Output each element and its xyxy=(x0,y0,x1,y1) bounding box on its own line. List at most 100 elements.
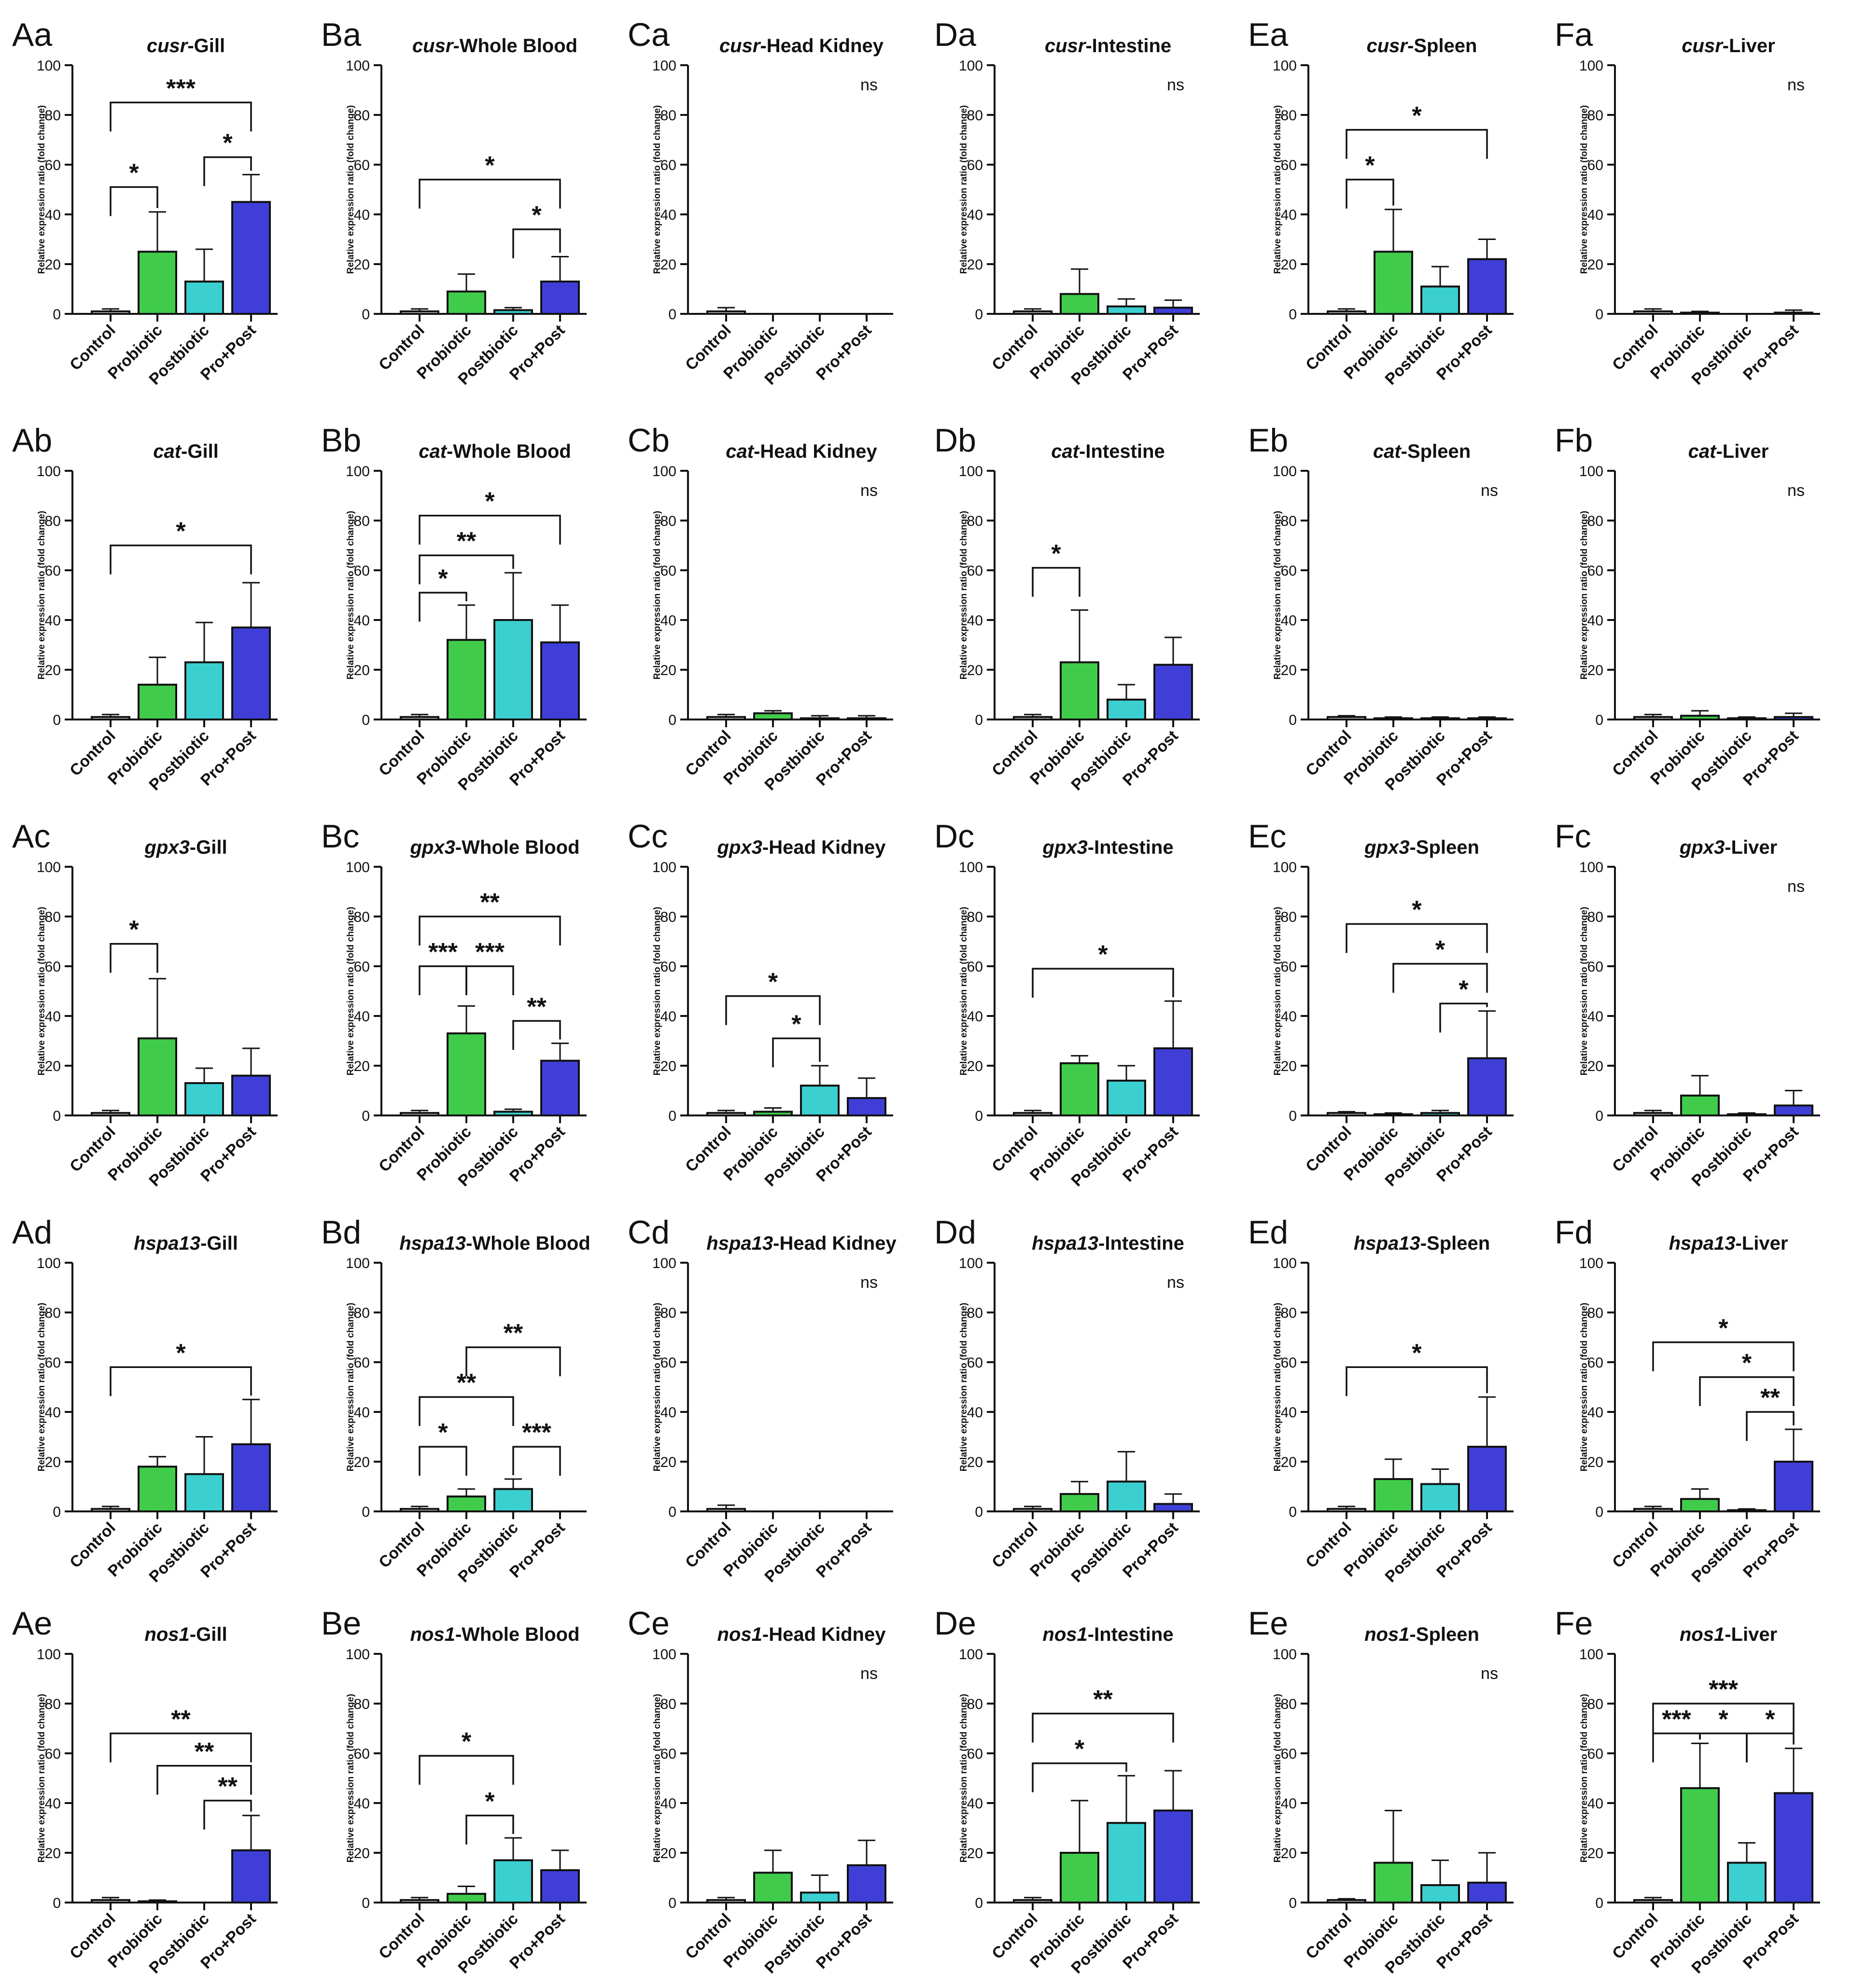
y-tick-label: 40 xyxy=(45,613,61,629)
significance-bracket xyxy=(110,943,158,973)
y-tick-label: 40 xyxy=(967,207,983,223)
panel-title: hspa13-Gill xyxy=(134,1233,238,1254)
bar-propost xyxy=(1153,663,1193,720)
y-axis-label: Relative expression ratio (fold change) xyxy=(959,907,969,1075)
bar-probiotic xyxy=(1374,1861,1413,1904)
bar-propost xyxy=(1774,311,1813,315)
panel-title: cusr-Whole Blood xyxy=(412,35,577,56)
y-tick-label: 20 xyxy=(45,1454,61,1470)
panel-label: Fd xyxy=(1555,1214,1593,1251)
bar-postbiotic xyxy=(800,1085,840,1116)
bar-postbiotic xyxy=(1107,305,1146,315)
y-tick-label: 20 xyxy=(45,1846,61,1861)
bar-propost xyxy=(1467,1057,1507,1117)
gene-name: cusr xyxy=(147,35,189,56)
panel-title: nos1-Gill xyxy=(144,1624,227,1645)
y-tick-label: 60 xyxy=(660,563,676,579)
y-tick-label: 20 xyxy=(354,257,370,273)
significance-label: * xyxy=(1051,540,1061,568)
panel-label: Ea xyxy=(1248,16,1288,53)
y-tick-label: 80 xyxy=(660,108,676,124)
bar-postbiotic xyxy=(493,619,533,720)
panel-Ce: Ce nos1-Head Kidney Relative expression ra… xyxy=(628,1605,893,1977)
bar-control xyxy=(706,1112,746,1117)
bar-postbiotic xyxy=(1727,1861,1767,1904)
panel-title: cusr-Spleen xyxy=(1367,35,1477,56)
y-tick-label: 0 xyxy=(362,1108,370,1124)
y-axis-label: Relative expression ratio (fold change) xyxy=(346,1303,356,1471)
significance-bracket xyxy=(110,101,252,132)
bar-propost xyxy=(231,626,271,720)
y-tick-label: 40 xyxy=(660,1405,676,1421)
gene-name: hspa13 xyxy=(706,1233,773,1254)
y-tick-label: 80 xyxy=(1281,513,1297,529)
y-tick-label: 80 xyxy=(1281,1305,1297,1321)
y-tick-label: 60 xyxy=(45,1746,61,1762)
bar-control xyxy=(91,716,130,720)
panel-Cb: Cb cat-Head Kidney Relative expression rat… xyxy=(628,422,893,794)
significance-bracket xyxy=(203,156,252,186)
y-tick-label: 80 xyxy=(660,1305,676,1321)
panel-Bd: Bd hspa13-Whole Blood Relative expression … xyxy=(321,1214,590,1586)
bar-propost xyxy=(1467,717,1507,721)
significance-label: ** xyxy=(1760,1384,1780,1412)
y-axis-label: Relative expression ratio (fold change) xyxy=(37,1694,47,1862)
y-tick-label: 0 xyxy=(975,1504,983,1520)
y-tick-label: 20 xyxy=(45,257,61,273)
bar-probiotic xyxy=(447,1495,486,1513)
panel-label: Ce xyxy=(628,1605,670,1642)
y-axis-label: Relative expression ratio (fold change) xyxy=(652,1303,662,1471)
bar-control xyxy=(91,310,130,315)
bar-postbiotic xyxy=(1727,1113,1767,1117)
y-tick-label: 100 xyxy=(959,1647,983,1663)
y-tick-label: 40 xyxy=(354,207,370,223)
panel-label: Bc xyxy=(321,818,359,855)
gene-name: cusr xyxy=(1045,35,1087,56)
y-tick-label: 60 xyxy=(1281,1355,1297,1371)
bar-postbiotic xyxy=(493,1859,533,1903)
y-axis-label: Relative expression ratio (fold change) xyxy=(346,511,356,679)
y-tick-label: 0 xyxy=(1289,1895,1297,1911)
panel-Fa: Fa cusr-Liver Relative expression ratio (f… xyxy=(1555,16,1820,388)
significance-label: * xyxy=(129,159,139,187)
y-tick-label: 40 xyxy=(1281,1405,1297,1421)
significance-bracket xyxy=(1032,1712,1174,1743)
significance-label: ** xyxy=(504,1319,523,1347)
significance-label: * xyxy=(176,1339,186,1367)
y-axis-label: Relative expression ratio (fold change) xyxy=(1273,907,1283,1075)
panel-label: Ec xyxy=(1248,818,1286,855)
bar-control xyxy=(706,1508,746,1513)
y-tick-label: 80 xyxy=(1281,108,1297,124)
significance-label: * xyxy=(485,152,495,180)
panel-Dc: Dc gpx3-Intestine Relative expression rati… xyxy=(934,818,1200,1190)
y-tick-label: 0 xyxy=(668,1504,676,1520)
y-tick-label: 60 xyxy=(45,157,61,173)
y-tick-label: 100 xyxy=(959,1255,983,1271)
panel-Ec: Ec gpx3-Spleen Relative expression ratio (… xyxy=(1248,818,1514,1190)
ns-label: ns xyxy=(1167,1273,1184,1292)
panel-title: hspa13-Intestine xyxy=(1032,1233,1184,1254)
y-axis-label: Relative expression ratio (fold change) xyxy=(1273,1303,1283,1471)
gene-name: gpx3 xyxy=(1042,837,1087,858)
y-tick-label: 80 xyxy=(967,1305,983,1321)
significance-label: *** xyxy=(1709,1676,1738,1704)
significance-bracket xyxy=(465,965,514,995)
significance-label: * xyxy=(1765,1706,1775,1734)
y-tick-label: 100 xyxy=(346,1255,370,1271)
bar-probiotic xyxy=(1374,251,1413,315)
y-tick-label: 60 xyxy=(354,563,370,579)
bar-probiotic xyxy=(1060,1062,1099,1117)
bar-postbiotic xyxy=(800,717,840,721)
tissue-name: -Intestine xyxy=(1079,441,1165,462)
y-axis-label: Relative expression ratio (fold change) xyxy=(346,1694,356,1862)
tissue-name: -Liver xyxy=(1725,1624,1777,1645)
significance-bracket xyxy=(110,544,252,575)
y-tick-label: 60 xyxy=(1587,1746,1603,1762)
y-tick-label: 60 xyxy=(1587,157,1603,173)
bar-propost xyxy=(540,1059,580,1116)
y-tick-label: 20 xyxy=(660,1454,676,1470)
y-tick-label: 100 xyxy=(959,464,983,479)
y-axis-label: Relative expression ratio (fold change) xyxy=(37,511,47,679)
gene-name: hspa13 xyxy=(134,1233,200,1254)
panel-title: cat-Liver xyxy=(1688,441,1769,462)
